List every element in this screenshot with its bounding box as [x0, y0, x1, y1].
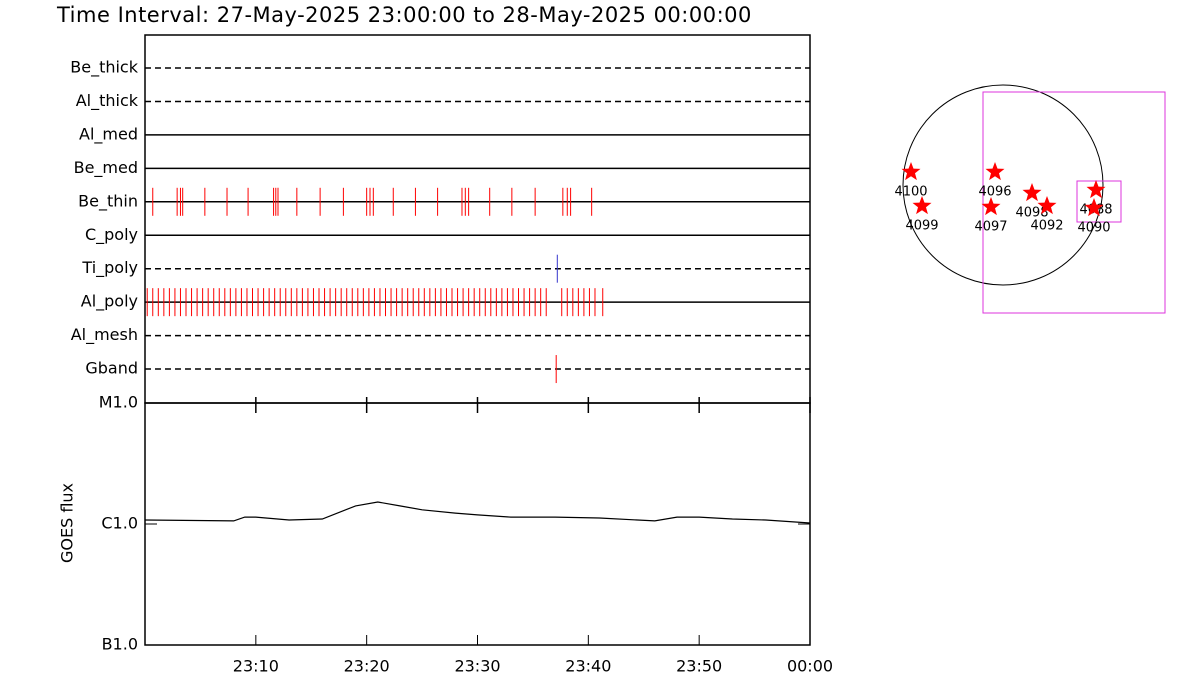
y-tick-label: B1.0	[102, 635, 138, 654]
filter-label: Ti_poly	[81, 258, 138, 278]
y-axis-label: GOES flux	[58, 483, 77, 563]
field-of-view	[1076, 180, 1122, 223]
x-tick-label: 00:00	[787, 657, 833, 676]
filter-label: Gband	[85, 359, 138, 378]
goes-panel-frame	[144, 402, 811, 646]
filter-label: Al_mesh	[71, 325, 138, 345]
active-region-label: 4097	[974, 220, 1007, 235]
filter-panel-frame	[144, 34, 811, 404]
active-region-label: 4096	[978, 185, 1011, 200]
active-region-marker	[912, 196, 932, 215]
field-of-view	[982, 91, 1166, 314]
active-region-label: 4100	[894, 185, 927, 200]
active-region-marker	[1086, 180, 1106, 199]
active-region-label: 4090	[1077, 221, 1110, 236]
x-tick-label: 23:20	[344, 657, 390, 676]
active-region-marker	[1084, 198, 1104, 217]
active-region-marker	[985, 162, 1005, 181]
x-tick-label: 23:50	[676, 657, 722, 676]
active-region-marker	[981, 197, 1001, 216]
active-region-label: 4098	[1015, 206, 1048, 221]
y-tick-label: M1.0	[99, 393, 138, 412]
active-region-marker	[901, 162, 921, 181]
filter-label: Al_med	[79, 124, 138, 144]
filter-label: C_poly	[85, 225, 138, 245]
x-tick-label: 23:30	[454, 657, 500, 676]
x-tick-label: 23:10	[233, 657, 279, 676]
active-region-label: 4099	[905, 219, 938, 234]
active-region-marker	[1037, 196, 1057, 215]
chart-title: Time Interval: 27-May-2025 23:00:00 to 2…	[56, 3, 752, 27]
y-tick-label: C1.0	[101, 514, 138, 533]
active-region-label: 4092	[1030, 219, 1063, 234]
filter-label: Al_poly	[81, 292, 138, 312]
x-tick-label: 23:40	[565, 657, 611, 676]
goes-flux-line	[144, 501, 811, 524]
filter-label: Be_thick	[70, 58, 138, 78]
filter-label: Be_med	[74, 158, 138, 178]
active-region-marker	[1022, 183, 1042, 202]
solar-disk	[902, 84, 1104, 286]
filter-label: Be_thin	[78, 191, 138, 211]
filter-label: Al_thick	[76, 91, 139, 111]
